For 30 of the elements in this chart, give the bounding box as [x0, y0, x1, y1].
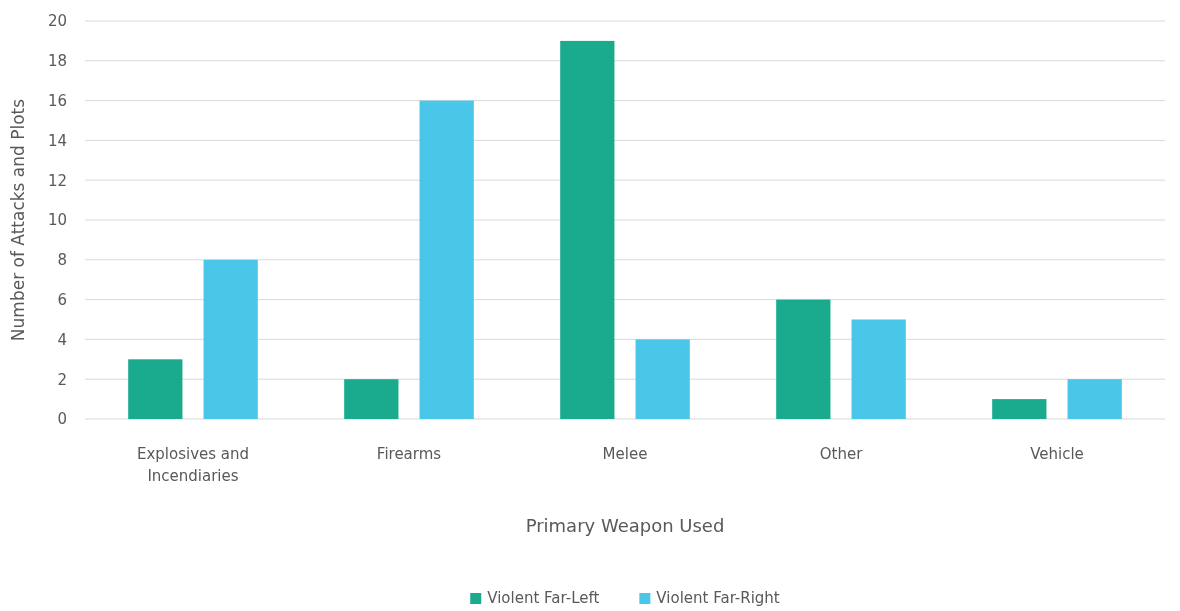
x-tick-label: Other: [819, 445, 864, 463]
x-tick-label: Vehicle: [1030, 445, 1084, 463]
legend-label: Violent Far-Left: [487, 589, 600, 607]
y-tick-label: 2: [57, 370, 67, 389]
y-axis-title: Number of Attacks and Plots: [8, 98, 28, 342]
bar: [851, 319, 906, 419]
bar: [776, 299, 831, 419]
y-tick-label: 6: [57, 290, 67, 309]
y-tick-label: 0: [57, 410, 67, 429]
legend-label: Violent Far-Right: [656, 589, 780, 607]
x-tick-label: Melee: [602, 445, 648, 463]
bar: [560, 40, 615, 419]
y-tick-label: 16: [47, 91, 67, 110]
y-tick-label: 20: [47, 12, 67, 31]
bar: [419, 100, 474, 419]
x-tick-label: Explosives and Incendiaries: [136, 445, 250, 485]
bar: [1067, 379, 1122, 419]
x-axis-title: Primary Weapon Used: [525, 515, 725, 536]
bar: [203, 259, 258, 419]
y-tick-label: 12: [47, 171, 67, 190]
bar: [635, 339, 690, 419]
y-tick-label: 18: [47, 52, 67, 71]
y-tick-label: 4: [57, 330, 67, 349]
bar: [992, 399, 1047, 419]
x-tick-label: Firearms: [376, 445, 442, 463]
bar: [344, 379, 399, 419]
y-tick-label: 14: [47, 131, 67, 150]
bar: [128, 359, 183, 419]
y-tick-label: 10: [47, 211, 67, 230]
y-tick-label: 8: [57, 251, 67, 270]
